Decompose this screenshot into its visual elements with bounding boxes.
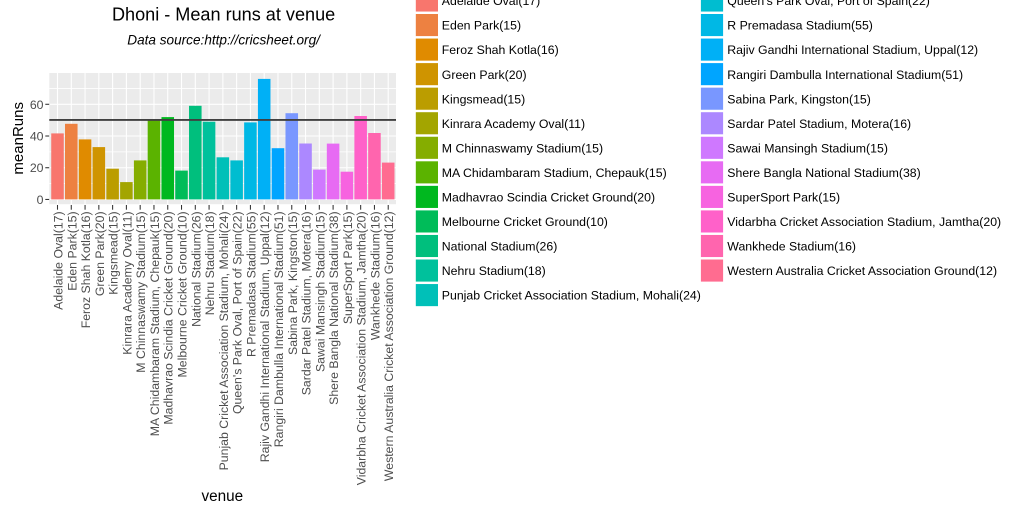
svg-text:Kinrara Academy Oval(11): Kinrara Academy Oval(11) <box>120 211 134 354</box>
svg-text:MA Chidambaram Stadium, Chepau: MA Chidambaram Stadium, Chepauk(15) <box>442 166 667 180</box>
svg-text:Eden Park(15): Eden Park(15) <box>65 211 79 290</box>
svg-text:Punjab Cricket Association Sta: Punjab Cricket Association Stadium, Moha… <box>217 211 231 470</box>
svg-text:SuperSport Park(15): SuperSport Park(15) <box>727 191 840 205</box>
svg-text:Kingsmead(15): Kingsmead(15) <box>107 211 121 294</box>
svg-text:Feroz Shah Kotla(16): Feroz Shah Kotla(16) <box>442 43 559 57</box>
svg-text:Shere Bangla National Stadium(: Shere Bangla National Stadium(38) <box>727 166 920 180</box>
svg-text:Rangiri Dambulla International: Rangiri Dambulla International Stadium(5… <box>272 211 286 447</box>
svg-text:Green Park(20): Green Park(20) <box>93 211 107 296</box>
svg-text:Sabina Park, Kingston(15): Sabina Park, Kingston(15) <box>286 211 300 355</box>
svg-text:20: 20 <box>30 161 44 175</box>
svg-text:Kingsmead(15): Kingsmead(15) <box>442 92 525 106</box>
svg-text:Queen's Park Oval, Port of Spa: Queen's Park Oval, Port of Spain(22) <box>231 211 245 414</box>
svg-text:60: 60 <box>30 98 44 112</box>
svg-text:Melbourne Cricket Ground(10): Melbourne Cricket Ground(10) <box>176 211 190 377</box>
svg-text:Western Australia Cricket Asso: Western Australia Cricket Association Gr… <box>382 211 396 481</box>
svg-text:Rajiv Gandhi International Sta: Rajiv Gandhi International Stadium, Uppa… <box>727 43 978 57</box>
svg-text:Rajiv Gandhi International Sta: Rajiv Gandhi International Stadium, Uppa… <box>258 211 272 462</box>
svg-text:Western Australia Cricket Asso: Western Australia Cricket Association Gr… <box>727 264 997 278</box>
svg-text:Eden Park(15): Eden Park(15) <box>442 19 521 33</box>
svg-text:Kinrara Academy Oval(11): Kinrara Academy Oval(11) <box>442 117 585 131</box>
svg-text:Adelaide Oval(17): Adelaide Oval(17) <box>52 211 66 309</box>
svg-text:Sawai Mansingh Stadium(15): Sawai Mansingh Stadium(15) <box>313 211 327 372</box>
svg-text:National Stadium(26): National Stadium(26) <box>189 211 203 327</box>
svg-text:Adelaide Oval(17): Adelaide Oval(17) <box>442 0 540 8</box>
svg-text:Sardar Patel Stadium, Motera(1: Sardar Patel Stadium, Motera(16) <box>300 211 314 395</box>
svg-text:0: 0 <box>37 193 44 207</box>
svg-text:Wankhede Stadium(16): Wankhede Stadium(16) <box>368 211 382 340</box>
svg-text:Madhavrao Scindia Cricket Grou: Madhavrao Scindia Cricket Ground(20) <box>162 211 176 424</box>
svg-text:M Chinnaswamy Stadium(15): M Chinnaswamy Stadium(15) <box>442 141 603 155</box>
svg-text:Madhavrao Scindia Cricket Grou: Madhavrao Scindia Cricket Ground(20) <box>442 191 655 205</box>
svg-text:Sawai Mansingh Stadium(15): Sawai Mansingh Stadium(15) <box>727 141 888 155</box>
svg-text:Melbourne Cricket Ground(10): Melbourne Cricket Ground(10) <box>442 215 608 229</box>
svg-text:Vidarbha Cricket Association S: Vidarbha Cricket Association Stadium, Ja… <box>727 215 1001 229</box>
svg-text:venue: venue <box>201 488 243 505</box>
svg-text:Wankhede Stadium(16): Wankhede Stadium(16) <box>727 240 856 254</box>
svg-text:R Premadasa Stadium(55): R Premadasa Stadium(55) <box>727 19 873 33</box>
svg-text:Green Park(20): Green Park(20) <box>442 68 527 82</box>
svg-text:Shere Bangla National Stadium(: Shere Bangla National Stadium(38) <box>327 211 341 404</box>
svg-text:Vidarbha Cricket Association S: Vidarbha Cricket Association Stadium, Ja… <box>355 211 369 485</box>
svg-text:R Premadasa Stadium(55): R Premadasa Stadium(55) <box>244 211 258 357</box>
svg-text:Nehru Stadium(18): Nehru Stadium(18) <box>203 211 217 315</box>
svg-text:Nehru Stadium(18): Nehru Stadium(18) <box>442 264 546 278</box>
svg-text:Dhoni - Mean runs at venue: Dhoni - Mean runs at venue <box>112 5 335 25</box>
svg-text:National Stadium(26): National Stadium(26) <box>442 240 558 254</box>
svg-text:Sabina Park, Kingston(15): Sabina Park, Kingston(15) <box>727 92 871 106</box>
svg-text:meanRuns: meanRuns <box>10 102 27 175</box>
svg-text:Sardar Patel Stadium, Motera(1: Sardar Patel Stadium, Motera(16) <box>727 117 911 131</box>
svg-text:Rangiri Dambulla International: Rangiri Dambulla International Stadium(5… <box>727 68 963 82</box>
svg-text:Queen's Park Oval, Port of Spa: Queen's Park Oval, Port of Spain(22) <box>727 0 930 8</box>
svg-text:SuperSport Park(15): SuperSport Park(15) <box>341 211 355 324</box>
svg-text:M Chinnaswamy Stadium(15): M Chinnaswamy Stadium(15) <box>134 211 148 372</box>
svg-text:Feroz Shah Kotla(16): Feroz Shah Kotla(16) <box>79 211 93 328</box>
svg-text:MA Chidambaram Stadium, Chepau: MA Chidambaram Stadium, Chepauk(15) <box>148 211 162 436</box>
svg-text:Data source:http://cricsheet.o: Data source:http://cricsheet.org/ <box>127 32 321 47</box>
svg-text:40: 40 <box>30 130 44 144</box>
svg-text:Punjab Cricket Association Sta: Punjab Cricket Association Stadium, Moha… <box>442 289 701 303</box>
